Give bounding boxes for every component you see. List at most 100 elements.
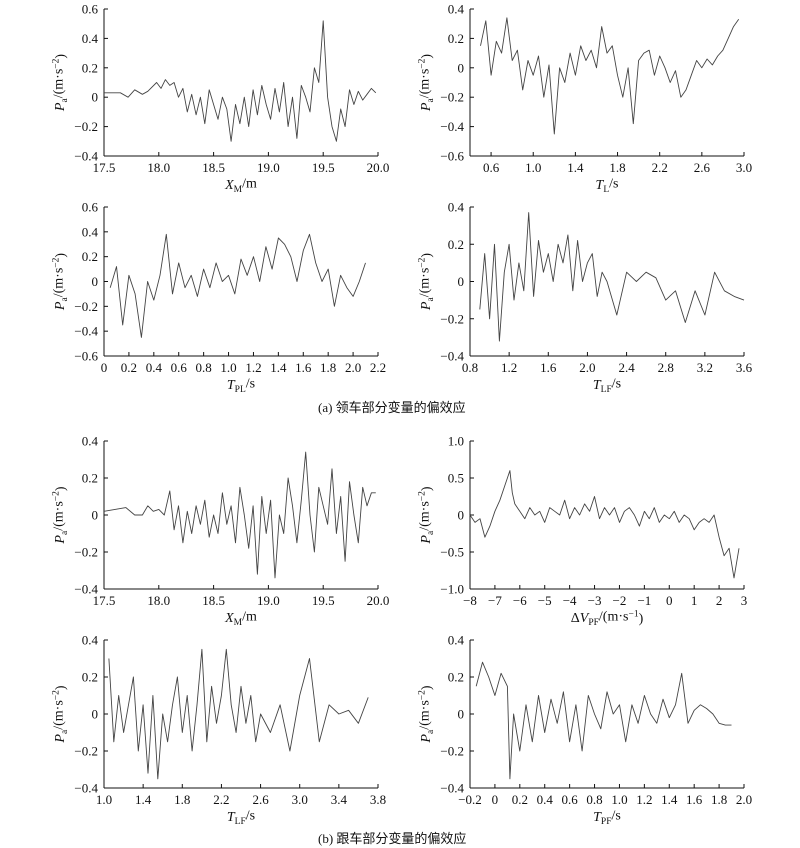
chart-b4: −0.4−0.200.20.4−0.2 0 0.2 0.4 0.6 0.8 1.0 1.2 1.… bbox=[417, 633, 752, 827]
x-tick-label: −4 bbox=[563, 593, 577, 608]
x-tick-label: −2 bbox=[613, 593, 627, 608]
x-tick-label: −0.2 bbox=[458, 792, 482, 807]
x-axis-title: XM​/m bbox=[224, 610, 257, 628]
x-tick-label: 1.4 bbox=[135, 792, 152, 807]
x-axis-title: TPL​/s bbox=[227, 377, 255, 395]
x-tick-label: 2.2 bbox=[370, 360, 386, 375]
y-tick-label: −0.6 bbox=[74, 349, 98, 364]
y-tick-label: −0.2 bbox=[74, 545, 98, 560]
y-tick-label: 0 bbox=[92, 508, 99, 523]
x-tick-label: −1 bbox=[637, 593, 651, 608]
y-tick-label: 0.4 bbox=[82, 31, 99, 46]
x-tick-label: 3.6 bbox=[736, 360, 753, 375]
x-tick-label: 1.6 bbox=[686, 792, 703, 807]
x-tick-label: 19.5 bbox=[312, 160, 335, 175]
x-tick-label: 1.0 bbox=[220, 360, 236, 375]
y-tick-label: −1.0 bbox=[440, 582, 464, 597]
x-tick-label: 1.4 bbox=[567, 160, 584, 175]
x-tick-label: 1.2 bbox=[245, 360, 261, 375]
y-axis-title: Pa​/(m·s−2​) bbox=[417, 685, 435, 743]
x-tick-label: 1.4 bbox=[270, 360, 287, 375]
chart-a4: −0.4 −0.2 0 0.2 0.4 0.8 1.2 1.6 2.0 2.4 2.8 3.2 3.6 T… bbox=[417, 200, 752, 395]
y-tick-label: 0.2 bbox=[82, 471, 98, 486]
y-tick-label: 0 bbox=[458, 274, 465, 289]
x-tick-label: 3 bbox=[741, 593, 748, 608]
y-tick-label: 0.4 bbox=[448, 200, 465, 215]
x-tick-label: 3.8 bbox=[370, 792, 386, 807]
y-tick-label: −0.4 bbox=[74, 324, 98, 339]
x-tick-label: 2 bbox=[716, 593, 723, 608]
caption-b: (b) 跟车部分变量的偏效应 bbox=[318, 831, 467, 846]
chart-b3: −0.4 −0.2 0 0.2 0.4 1.0 1.4 1.8 2.2 2.6 3.0 3.4 3.8 T… bbox=[51, 633, 386, 827]
x-tick-label: −8 bbox=[463, 593, 477, 608]
x-tick-label: 0 bbox=[492, 792, 499, 807]
x-tick-label: 0.4 bbox=[537, 792, 554, 807]
x-tick-label: 1.0 bbox=[96, 792, 112, 807]
y-tick-label: 0.5 bbox=[448, 471, 464, 486]
y-tick-label: 0.4 bbox=[82, 224, 99, 239]
y-tick-label: −0.2 bbox=[440, 311, 464, 326]
y-tick-label: 0.4 bbox=[82, 434, 99, 449]
x-tick-label: 2.6 bbox=[252, 792, 269, 807]
x-tick-label: 18.0 bbox=[147, 593, 170, 608]
x-tick-label: 1.8 bbox=[609, 160, 625, 175]
x-axis-title: TPF​/s bbox=[593, 809, 621, 827]
y-tick-label: 0 bbox=[92, 274, 99, 289]
x-tick-label: 1.6 bbox=[295, 360, 312, 375]
y-tick-label: −0.2 bbox=[440, 90, 464, 105]
series-line bbox=[108, 648, 369, 780]
x-tick-label: 1.8 bbox=[711, 792, 727, 807]
x-tick-label: −3 bbox=[588, 593, 602, 608]
x-tick-label: 1.8 bbox=[174, 792, 190, 807]
x-tick-label: 1.0 bbox=[611, 792, 627, 807]
y-tick-label: 0.2 bbox=[448, 237, 464, 252]
y-tick-label: 0.4 bbox=[448, 633, 465, 648]
y-axis-title: Pa​/(m·s−2​) bbox=[417, 486, 435, 544]
x-tick-label: 1.2 bbox=[501, 360, 517, 375]
x-tick-label: 19.0 bbox=[257, 160, 280, 175]
x-tick-label: 3.4 bbox=[331, 792, 348, 807]
x-tick-label: 20.0 bbox=[367, 160, 390, 175]
y-tick-label: 0.2 bbox=[448, 670, 464, 685]
x-tick-label: 0.8 bbox=[462, 360, 478, 375]
x-tick-label: 0.6 bbox=[483, 160, 500, 175]
x-tick-label: 0.8 bbox=[586, 792, 602, 807]
x-tick-label: 1 bbox=[691, 593, 698, 608]
x-axis-title: TLF​/s bbox=[227, 809, 255, 827]
x-tick-label: 19.0 bbox=[257, 593, 280, 608]
y-tick-label: −0.2 bbox=[440, 744, 464, 759]
y-tick-label: −0.2 bbox=[74, 299, 98, 314]
x-tick-label: 0.6 bbox=[171, 360, 188, 375]
series-line bbox=[104, 20, 377, 142]
y-tick-label: 0 bbox=[92, 707, 99, 722]
y-tick-label: −0.6 bbox=[440, 149, 464, 164]
x-tick-label: 2.8 bbox=[658, 360, 674, 375]
y-axis-title: Pa​/(m·s−2​) bbox=[417, 253, 435, 311]
x-tick-label: 20.0 bbox=[367, 593, 390, 608]
x-tick-label: 2.0 bbox=[579, 360, 595, 375]
x-axis-title: TLF​/s bbox=[593, 377, 621, 395]
x-tick-label: 1.8 bbox=[320, 360, 336, 375]
x-tick-label: 3.2 bbox=[697, 360, 713, 375]
y-tick-label: 0 bbox=[458, 60, 465, 75]
x-tick-label: 2.6 bbox=[694, 160, 711, 175]
x-tick-label: 1.0 bbox=[525, 160, 541, 175]
x-tick-label: 2.2 bbox=[652, 160, 668, 175]
y-axis-title: Pa​/(m·s−2​) bbox=[51, 685, 69, 743]
x-tick-label: 0 bbox=[101, 360, 108, 375]
chart-a1: −0.4 −0.2 0 0.2 0.4 0.6 17.5 18.0 18.5 19.0 19.5 20… bbox=[51, 2, 389, 195]
y-tick-label: −0.4 bbox=[74, 781, 98, 796]
y-axis-title: Pa​/(m·s−2​) bbox=[51, 253, 69, 311]
x-tick-label: 1.4 bbox=[661, 792, 678, 807]
series-line bbox=[109, 233, 366, 338]
chart-a2: −0.6 −0.4 −0.2 0 0.2 0.4 0.6 1.0 1.4 1.8 2.2 2.6 3.0… bbox=[417, 2, 752, 195]
x-axis-title: XM​/m bbox=[224, 177, 257, 195]
y-tick-label: 0.6 bbox=[82, 2, 99, 17]
y-tick-label: 0.6 bbox=[82, 200, 99, 215]
x-tick-label: 3.0 bbox=[736, 160, 752, 175]
y-tick-label: −0.4 bbox=[74, 149, 98, 164]
x-tick-label: 17.5 bbox=[93, 593, 116, 608]
x-tick-label: 2.4 bbox=[618, 360, 635, 375]
x-axis-title: TL​/s bbox=[596, 177, 619, 195]
